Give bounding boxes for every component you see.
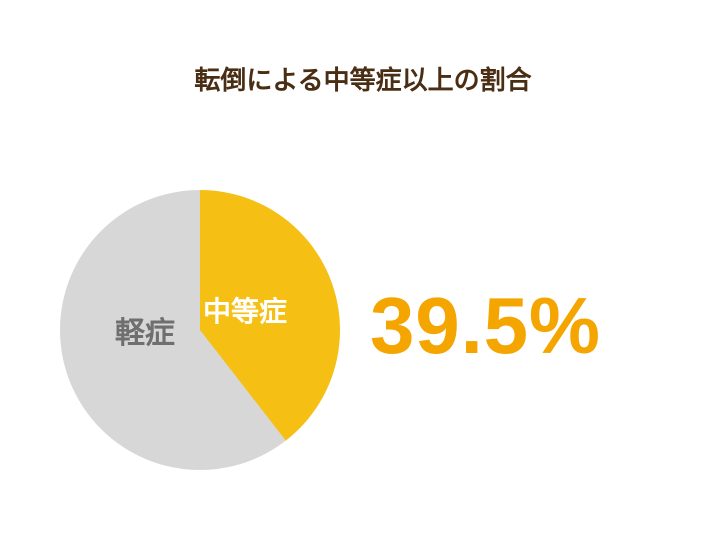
moderate-percentage: 39.5%: [370, 280, 601, 372]
pie-disc: [60, 190, 340, 470]
slice-label-moderate: 中等症: [203, 290, 287, 330]
pie-chart: 中等症 軽症: [60, 190, 340, 470]
slice-label-mild: 軽症: [115, 308, 175, 352]
chart-title: 転倒による中等症以上の割合: [0, 60, 726, 97]
